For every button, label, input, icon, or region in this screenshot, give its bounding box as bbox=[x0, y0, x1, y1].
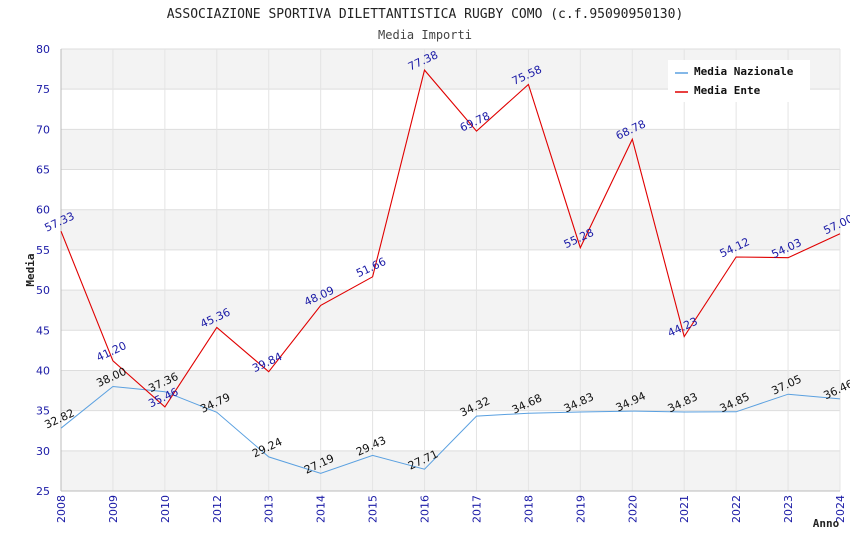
grid-bands bbox=[61, 49, 840, 491]
y-tick-label: 50 bbox=[36, 284, 50, 297]
axes bbox=[60, 49, 840, 492]
legend-label-media-ente: Media Ente bbox=[694, 84, 761, 97]
legend: Media Nazionale Media Ente bbox=[668, 60, 810, 102]
legend-box bbox=[668, 60, 810, 102]
grid-band bbox=[61, 370, 840, 411]
series-lines bbox=[60, 68, 841, 474]
x-tick-label: 2019 bbox=[574, 495, 587, 523]
x-tick-label: 2022 bbox=[730, 495, 743, 523]
y-tick-label: 65 bbox=[36, 164, 50, 177]
y-tick-label: 30 bbox=[36, 445, 50, 458]
series-line-media-nazionale bbox=[60, 385, 841, 474]
grid-band bbox=[61, 209, 840, 250]
y-tick-labels: 25 30 35 40 45 50 55 60 65 70 75 80 bbox=[36, 43, 50, 498]
y-tick-label: 75 bbox=[36, 83, 50, 96]
x-tick-label: 2023 bbox=[782, 495, 795, 523]
grid-band bbox=[61, 450, 840, 491]
y-tick-label: 45 bbox=[36, 324, 50, 337]
series-line-media-ente bbox=[60, 68, 841, 408]
x-tick-label: 2012 bbox=[211, 495, 224, 523]
grid-band bbox=[61, 129, 840, 170]
x-tick-labels: 2008 2009 2010 2012 2013 2014 2015 2016 2017 2018… bbox=[55, 495, 847, 523]
x-tick-label: 2015 bbox=[367, 495, 380, 523]
y-tick-label: 60 bbox=[36, 204, 50, 217]
chart-subtitle: Media Importi bbox=[378, 28, 472, 42]
y-tick-label: 55 bbox=[36, 244, 50, 257]
x-tick-label: 2017 bbox=[470, 495, 483, 523]
y-tick-label: 70 bbox=[36, 123, 50, 136]
data-label: 51.66 bbox=[354, 255, 388, 280]
x-tick-label: 2014 bbox=[315, 495, 328, 523]
x-tick-label: 2018 bbox=[522, 495, 535, 523]
y-tick-label: 35 bbox=[36, 405, 50, 418]
grid-lines bbox=[60, 48, 841, 492]
x-tick-label: 2009 bbox=[107, 495, 120, 523]
y-axis-label: Media bbox=[24, 253, 37, 286]
x-tick-label: 2010 bbox=[159, 495, 172, 523]
grid-band bbox=[61, 290, 840, 331]
x-tick-label: 2016 bbox=[419, 495, 432, 523]
x-axis-label: Anno bbox=[813, 517, 840, 530]
y-tick-label: 80 bbox=[36, 43, 50, 56]
y-tick-label: 40 bbox=[36, 364, 50, 377]
data-label: 41.20 bbox=[94, 339, 128, 364]
x-tick-label: 2008 bbox=[55, 495, 68, 523]
x-tick-label: 2013 bbox=[263, 495, 276, 523]
x-tick-label: 2021 bbox=[678, 495, 691, 523]
x-tick-label: 2024 bbox=[834, 495, 847, 523]
y-tick-label: 25 bbox=[36, 485, 50, 498]
x-tick-label: 2020 bbox=[626, 495, 639, 523]
chart-title: ASSOCIAZIONE SPORTIVA DILETTANTISTICA RU… bbox=[167, 7, 684, 22]
legend-label-media-nazionale: Media Nazionale bbox=[694, 65, 794, 78]
